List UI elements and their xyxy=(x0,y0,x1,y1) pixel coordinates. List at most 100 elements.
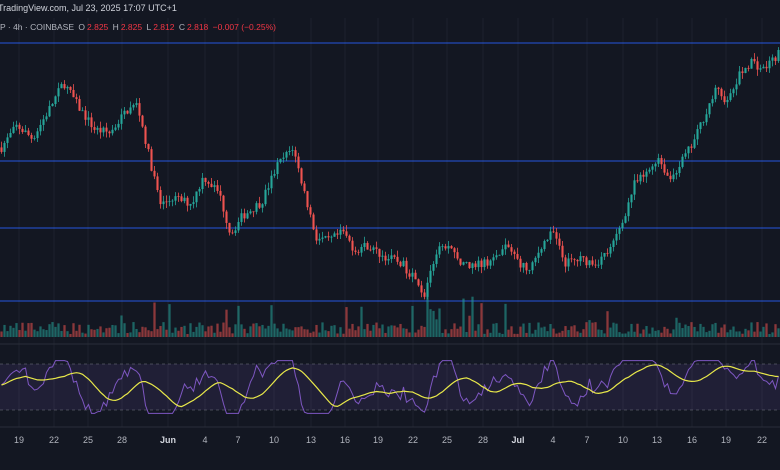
candle-body xyxy=(132,104,135,108)
x-tick-label: 22 xyxy=(757,435,767,445)
volume-bar xyxy=(159,326,162,337)
volume-bar xyxy=(303,329,306,337)
volume-bar xyxy=(90,329,93,337)
volume-bar xyxy=(246,333,249,337)
volume-bar xyxy=(216,323,219,337)
candle-body xyxy=(459,258,462,265)
x-tick-label: 19 xyxy=(14,435,24,445)
volume-bar xyxy=(402,328,405,337)
volume-bar xyxy=(273,323,276,337)
candle-body xyxy=(381,255,384,257)
candle-body xyxy=(171,200,174,202)
horizontal-price-levels[interactable] xyxy=(0,42,780,302)
volume-bar xyxy=(762,326,765,337)
volume-bar xyxy=(477,324,480,337)
candle-body xyxy=(600,256,603,265)
candle-body xyxy=(705,114,708,123)
candle-body xyxy=(426,282,429,297)
volume-bar xyxy=(447,333,450,337)
candle-body xyxy=(618,228,621,234)
candle-body xyxy=(258,203,261,208)
candle-body xyxy=(447,246,450,249)
volume-bar xyxy=(339,327,342,337)
symbol-legend[interactable]: P · 4h · COINBASE O 2.825 H 2.825 L 2.812 C… xyxy=(0,22,278,32)
candle-body xyxy=(357,251,360,253)
volume-bar xyxy=(450,329,453,337)
volume-bar xyxy=(642,329,645,337)
volume-bar xyxy=(120,315,123,337)
volume-bar xyxy=(60,331,63,337)
volume-bar xyxy=(486,329,489,337)
volume-bar xyxy=(669,333,672,337)
volume-bar xyxy=(666,328,669,337)
candle-body xyxy=(159,190,162,205)
volume-bar xyxy=(378,328,381,337)
candle-body xyxy=(69,86,72,90)
candle-body xyxy=(471,263,474,269)
candle-body xyxy=(6,137,9,143)
volume-bar xyxy=(162,322,165,337)
candle-body xyxy=(189,203,192,206)
volume-bar xyxy=(279,331,282,337)
candle-body xyxy=(18,124,21,129)
candle-body xyxy=(309,207,312,215)
volume-bar xyxy=(675,317,678,337)
high-value: 2.825 xyxy=(120,22,143,32)
volume-bar xyxy=(489,332,492,337)
candle-body xyxy=(648,169,651,172)
volume-bar xyxy=(768,333,771,337)
candle-body xyxy=(333,233,336,237)
volume-bar xyxy=(429,309,432,337)
candle-body xyxy=(537,252,540,258)
candle-body xyxy=(174,196,177,201)
x-tick-label: 10 xyxy=(618,435,628,445)
candle-body xyxy=(3,142,6,152)
candle-body xyxy=(9,132,12,138)
volume-bar xyxy=(699,323,702,337)
candle-body xyxy=(612,240,615,247)
open-value: 2.825 xyxy=(87,22,109,32)
candle-body xyxy=(360,246,363,253)
volume-bar xyxy=(408,332,411,337)
low-label: L xyxy=(146,22,152,32)
candle-body xyxy=(291,150,294,151)
volume-bar xyxy=(462,298,465,337)
candle-body xyxy=(489,260,492,266)
candle-body xyxy=(420,285,423,293)
volume-bar xyxy=(501,333,504,337)
candle-body xyxy=(324,236,327,238)
candle-body xyxy=(777,49,780,61)
volume-bar xyxy=(432,310,435,337)
candle-body xyxy=(33,138,36,139)
candle-body xyxy=(513,251,516,255)
volume-bar xyxy=(639,333,642,337)
candle-body xyxy=(414,272,417,280)
volume-bar xyxy=(570,326,573,337)
volume-bar xyxy=(27,323,30,337)
candle-body xyxy=(345,231,348,236)
volume-bar xyxy=(126,332,129,337)
candle-body xyxy=(759,68,762,70)
candle-body xyxy=(123,110,126,115)
volume-bar xyxy=(261,324,264,337)
symbol-info[interactable]: P · 4h · COINBASE xyxy=(0,22,75,32)
candle-body xyxy=(429,270,432,283)
volume-bar xyxy=(777,328,780,337)
candle-body xyxy=(735,84,738,90)
candle-body xyxy=(99,127,102,133)
volume-bar xyxy=(510,326,513,337)
volume-bar xyxy=(732,326,735,337)
volume-bar xyxy=(702,326,705,337)
candle-body xyxy=(729,93,732,100)
time-axis[interactable]: 19 22 25 28 Jun 4 7 10 13 16 19 22 25 28 Jul 4 7 10 13 16 19… xyxy=(14,435,767,445)
volume-bar xyxy=(741,333,744,337)
candlesticks[interactable] xyxy=(0,47,780,300)
close-label: C xyxy=(178,22,185,32)
candle-body xyxy=(45,116,48,120)
volume-bar xyxy=(759,331,762,337)
candle-body xyxy=(666,172,669,176)
candle-body xyxy=(675,173,678,175)
volume-bar xyxy=(720,327,723,337)
volume-bar xyxy=(492,323,495,337)
